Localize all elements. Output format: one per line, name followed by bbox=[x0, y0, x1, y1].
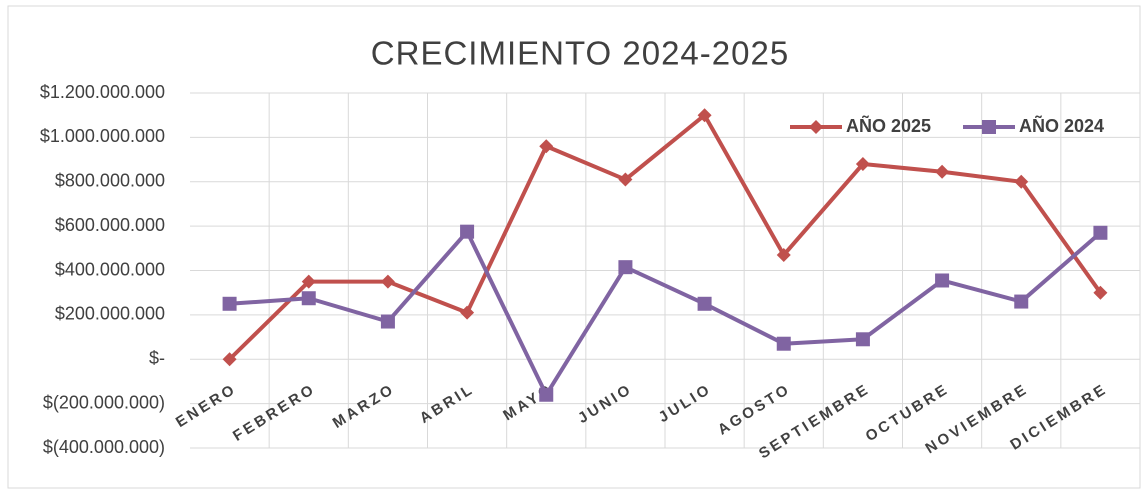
y-tick-label: $800.000.000 bbox=[55, 171, 165, 191]
marker bbox=[935, 164, 950, 179]
marker bbox=[222, 352, 237, 367]
marker bbox=[539, 139, 554, 154]
y-tick-label: $(200.000.000) bbox=[43, 392, 165, 412]
y-tick-label: $600.000.000 bbox=[55, 215, 165, 235]
marker bbox=[301, 291, 316, 306]
marker bbox=[460, 224, 475, 239]
series-line bbox=[229, 229, 1102, 397]
marker bbox=[618, 172, 633, 187]
marker bbox=[618, 260, 633, 275]
marker bbox=[222, 296, 237, 311]
y-tick-label: $1.200.000.000 bbox=[40, 82, 165, 102]
marker bbox=[982, 120, 996, 134]
marker bbox=[855, 332, 870, 347]
y-tick-label: $400.000.000 bbox=[55, 259, 165, 279]
series-line bbox=[228, 113, 1103, 361]
marker bbox=[776, 247, 791, 262]
chart-border bbox=[7, 5, 1141, 489]
marker bbox=[1014, 294, 1029, 309]
marker bbox=[697, 108, 712, 123]
marker bbox=[1014, 174, 1029, 189]
chart-title: CRECIMIENTO 2024-2025 bbox=[371, 35, 789, 72]
marker bbox=[380, 314, 395, 329]
y-tick-label: $- bbox=[149, 348, 165, 368]
marker bbox=[809, 120, 823, 134]
marker bbox=[301, 274, 316, 289]
marker bbox=[776, 336, 791, 351]
y-tick-label: $200.000.000 bbox=[55, 304, 165, 324]
marker bbox=[935, 273, 950, 288]
y-tick-label: $(400.000.000) bbox=[43, 437, 165, 457]
marker bbox=[855, 157, 870, 171]
marker bbox=[1093, 225, 1108, 240]
y-tick-label: $1.000.000.000 bbox=[40, 126, 165, 146]
legend-label: AÑO 2025 bbox=[846, 115, 931, 136]
marker bbox=[1093, 285, 1108, 300]
marker bbox=[539, 387, 554, 402]
grid bbox=[190, 92, 1141, 449]
marker bbox=[380, 274, 395, 289]
marker bbox=[460, 305, 475, 320]
legend-label: AÑO 2024 bbox=[1019, 115, 1104, 136]
marker bbox=[697, 296, 712, 311]
